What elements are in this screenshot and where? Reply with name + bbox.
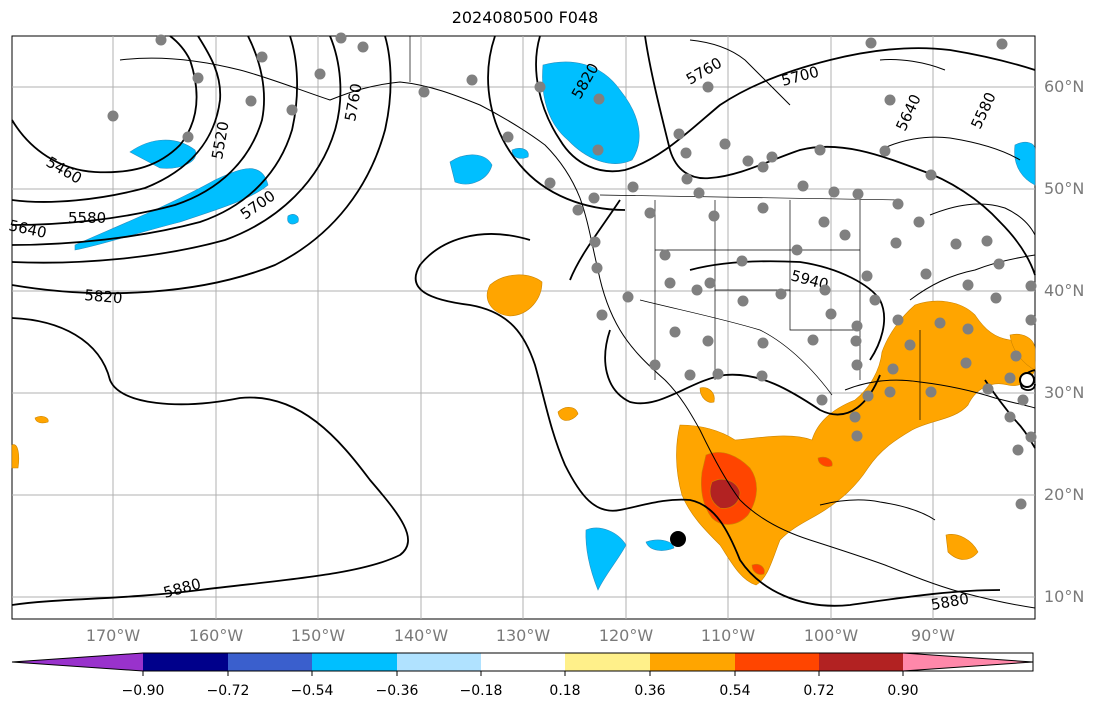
lon-label-90w: 90°W [910, 626, 956, 645]
coastlines [119, 39, 1036, 609]
station-markers [107, 32, 1037, 510]
colorbar-tick-label: 0.90 [887, 683, 919, 699]
colorbar-segment [565, 653, 650, 671]
colorbar-tick-label: 0.36 [634, 683, 666, 699]
lon-label-170w: 170°W [85, 626, 141, 645]
colorbar-segment [735, 653, 819, 671]
colorbar-segments [12, 653, 1033, 671]
colorbar-segment [397, 653, 481, 671]
marker-ring [1019, 372, 1035, 388]
lon-label-130w: 130°W [495, 626, 551, 645]
lon-label-140w: 140°W [393, 626, 449, 645]
colorbar-tick-label: −0.18 [459, 683, 503, 699]
lat-label-30n: 30°N [1044, 383, 1085, 402]
colorbar-tick-label: −0.72 [206, 683, 250, 699]
lon-label-100w: 100°W [803, 626, 859, 645]
lon-label-160w: 160°W [188, 626, 244, 645]
shaded-negative-areas [74, 61, 1036, 591]
marker-dot [670, 531, 686, 547]
colorbar-segment [312, 653, 397, 671]
lat-label-60n: 60°N [1044, 77, 1085, 96]
colorbar-outline [11, 652, 1034, 672]
lon-label-120w: 120°W [598, 626, 654, 645]
colorbar-tick-label: 0.18 [549, 683, 581, 699]
colorbar-tick-label: −0.54 [290, 683, 334, 699]
colorbar-extend-low [12, 653, 143, 671]
colorbar-segment [481, 653, 565, 671]
colorbar-segment [819, 653, 903, 671]
colorbar-tick-label: −0.90 [121, 683, 165, 699]
colorbar-tick-label: −0.36 [375, 683, 419, 699]
contour-label: 5580 [68, 209, 106, 227]
map-title: 2024080500 F048 [451, 8, 599, 27]
colorbar [11, 652, 1034, 676]
colorbar-segment [228, 653, 312, 671]
lat-label-20n: 20°N [1044, 485, 1085, 504]
lat-label-40n: 40°N [1044, 281, 1085, 300]
colorbar-ticks [142, 671, 904, 676]
lon-label-110w: 110°W [700, 626, 756, 645]
lon-label-150w: 150°W [290, 626, 346, 645]
height-contours [11, 35, 1036, 607]
contour-label: 5820 [84, 286, 124, 307]
shaded-positive-areas [11, 274, 1036, 586]
colorbar-tick-label: 0.72 [803, 683, 835, 699]
colorbar-tick-label: 0.54 [719, 683, 751, 699]
lat-label-50n: 50°N [1044, 179, 1085, 198]
colorbar-segment [650, 653, 735, 671]
borders [409, 36, 921, 420]
colorbar-extend-high [903, 653, 1033, 671]
lat-label-10n: 10°N [1044, 587, 1085, 606]
colorbar-segment [143, 653, 228, 671]
